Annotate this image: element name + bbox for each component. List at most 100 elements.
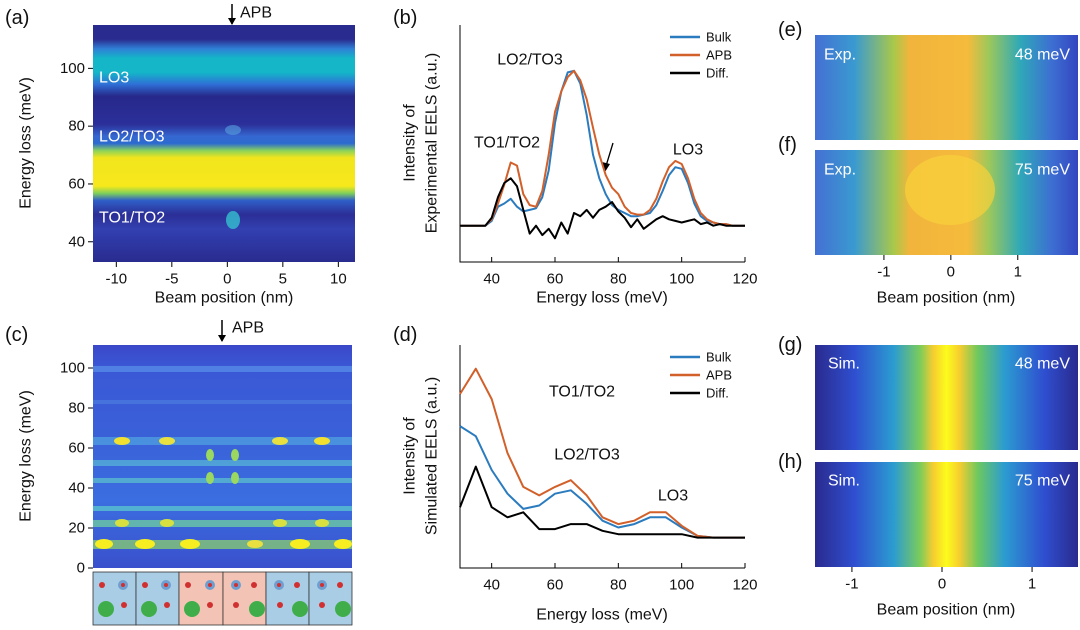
annotation: Exp. xyxy=(824,47,856,64)
series-line xyxy=(460,69,745,227)
x-tick-label: -10 xyxy=(105,271,127,288)
panel-label: (c) xyxy=(5,324,28,346)
legend-label: Bulk xyxy=(706,350,732,365)
annotation: 75 meV xyxy=(1015,473,1070,490)
arrow-head xyxy=(602,162,610,172)
series-line xyxy=(460,177,745,240)
x-tick-label: 120 xyxy=(732,577,757,594)
x-tick-label: 80 xyxy=(610,577,627,594)
annotation: LO2/TO3 xyxy=(554,447,620,464)
x-tick-label: -5 xyxy=(165,271,178,288)
y-tick-label: 80 xyxy=(68,118,85,135)
heatmap-spot xyxy=(226,211,240,229)
panel-label: (a) xyxy=(5,7,29,29)
panel-label: (b) xyxy=(393,7,417,29)
y-tick-label: 20 xyxy=(68,520,85,537)
x-tick-label: 1 xyxy=(1028,576,1036,593)
legend-label: Diff. xyxy=(706,66,729,81)
x-tick-label: 100 xyxy=(669,577,694,594)
x-tick-label: 0 xyxy=(223,271,231,288)
y-tick-label: 80 xyxy=(68,400,85,417)
x-tick-label: 0 xyxy=(938,576,946,593)
x-tick-label: 60 xyxy=(547,271,564,288)
y-tick-label: 60 xyxy=(68,440,85,457)
heatmap-image xyxy=(93,345,352,568)
annotation: LO2/TO3 xyxy=(497,52,563,69)
series-line xyxy=(459,367,745,539)
annotation: APB xyxy=(232,320,264,337)
annotation: LO3 xyxy=(673,142,703,159)
y-tick-label: 40 xyxy=(68,233,85,250)
y-tick-label: 100 xyxy=(60,60,85,77)
axis-frame xyxy=(459,345,745,569)
x-tick-label: -1 xyxy=(877,264,890,281)
y-axis-label: Simulated EELS (a.u.) xyxy=(424,377,441,535)
x-tick-label: 60 xyxy=(547,577,564,594)
y-axis-label: Energy loss (meV) xyxy=(18,390,35,522)
annotation: 75 meV xyxy=(1015,162,1070,179)
annotation: TO1/TO2 xyxy=(549,384,615,401)
x-tick-label: 5 xyxy=(279,271,287,288)
y-tick-label: 40 xyxy=(68,480,85,497)
legend-label: APB xyxy=(706,368,732,383)
heatmap-spots xyxy=(95,437,352,549)
arrow xyxy=(605,142,614,167)
annotation: 48 meV xyxy=(1015,356,1070,373)
heatmap-spot xyxy=(225,125,241,135)
heatmap-image xyxy=(815,35,1078,140)
heatmap-spot xyxy=(905,155,995,225)
y-axis-label: Energy loss (meV) xyxy=(18,77,35,209)
x-tick-label: 80 xyxy=(610,271,627,288)
atoms xyxy=(98,580,351,617)
annotation: LO2/TO3 xyxy=(99,129,165,146)
x-axis-label: Beam position (nm) xyxy=(155,290,294,307)
panel-label: (h) xyxy=(778,451,802,473)
arrow-head xyxy=(218,335,226,342)
series-line xyxy=(459,425,745,539)
annotation: APB xyxy=(240,5,272,22)
annotation: TO1/TO2 xyxy=(99,210,165,227)
annotation: 48 meV xyxy=(1015,47,1070,64)
x-tick-label: 120 xyxy=(732,271,757,288)
annotation: Exp. xyxy=(824,162,856,179)
legend-label: Diff. xyxy=(706,386,729,401)
heatmap-image xyxy=(93,25,355,262)
annotation: Sim. xyxy=(828,356,860,373)
annotation: LO3 xyxy=(658,488,688,505)
heatmap-features xyxy=(93,366,352,549)
y-tick-label: 0 xyxy=(77,560,85,577)
y-tick-label: 60 xyxy=(68,175,85,192)
y-axis-label: Experimental EELS (a.u.) xyxy=(424,53,441,234)
x-tick-label: 40 xyxy=(483,271,500,288)
arrow-head xyxy=(228,18,236,25)
x-axis-label: Beam position (nm) xyxy=(877,602,1016,619)
x-axis-label: Energy loss (meV) xyxy=(536,607,668,624)
legend-label: APB xyxy=(706,48,732,63)
panel-label: (e) xyxy=(778,19,802,41)
panel-label: (g) xyxy=(778,334,802,356)
atomic-schematic xyxy=(92,571,353,626)
panel-label: (d) xyxy=(393,324,417,346)
annotation: TO1/TO2 xyxy=(474,135,540,152)
series-line xyxy=(459,465,745,539)
x-axis-label: Beam position (nm) xyxy=(877,290,1016,307)
annotation: LO3 xyxy=(99,70,129,87)
x-tick-label: 1 xyxy=(1014,264,1022,281)
x-tick-label: 40 xyxy=(483,577,500,594)
x-tick-label: -1 xyxy=(845,576,858,593)
x-axis-label: Energy loss (meV) xyxy=(536,290,668,307)
axis-frame xyxy=(459,25,745,263)
annotation: Sim. xyxy=(828,473,860,490)
x-tick-label: 10 xyxy=(330,271,347,288)
heatmap-image xyxy=(815,462,1078,567)
panel-label: (f) xyxy=(778,134,797,156)
x-tick-label: 100 xyxy=(669,271,694,288)
heatmap-image xyxy=(815,345,1078,450)
series-line xyxy=(460,69,745,227)
y-tick-label: 100 xyxy=(60,360,85,377)
x-tick-label: 0 xyxy=(947,264,955,281)
y-axis-label: Intensity of xyxy=(402,104,419,182)
y-axis-label: Intensity of xyxy=(402,417,419,495)
legend-label: Bulk xyxy=(706,30,732,45)
